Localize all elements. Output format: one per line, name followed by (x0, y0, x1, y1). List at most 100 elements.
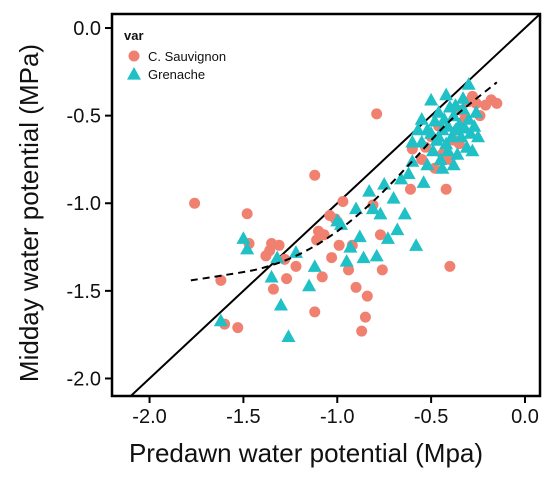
legend-item: Grenache (127, 67, 205, 82)
c-sauvignon-point (491, 97, 503, 109)
legend-label: C. Sauvignon (148, 49, 226, 64)
grenache-point (448, 98, 463, 111)
grenache-point (365, 201, 380, 215)
x-axis: -2.0 -1.5 -1.0 -0.5 0.0 (132, 396, 539, 428)
c-sauvignon-point (267, 283, 279, 295)
grenache-point (302, 278, 317, 292)
c-sauvignon-point (343, 264, 355, 276)
grenache-point (465, 143, 480, 157)
c-sauvignon-point (350, 281, 362, 293)
grenache-point (405, 134, 420, 148)
c-sauvignon-point (281, 273, 293, 285)
c-sauvignon-point (337, 195, 349, 207)
plot-frame (110, 12, 542, 398)
c-sauvignon-point (273, 239, 285, 251)
grenache-point (461, 77, 476, 90)
grenache-point (349, 201, 364, 215)
grenache-point (446, 108, 461, 122)
grenache-point (273, 297, 288, 311)
c-sauvignon-point (440, 183, 452, 195)
y-axis-title: Midday water potential (MPa) (14, 44, 44, 382)
c-sauvignon-point (444, 260, 456, 272)
c-sauvignon-point (470, 97, 482, 109)
grenache-point (454, 129, 469, 143)
c-sauvignon-point (374, 229, 386, 241)
y-tick-label: -1.5 (67, 281, 101, 303)
legend-label: Grenache (148, 67, 205, 82)
grenache-point (386, 190, 401, 204)
grenache-point (439, 87, 454, 101)
y-tick-label: 0.0 (73, 18, 101, 40)
grenache-point (343, 240, 358, 253)
x-tick-label: -2.0 (132, 406, 166, 428)
grenache-point (441, 119, 456, 132)
c-sauvignon-point (356, 325, 368, 337)
triangle-icon (127, 67, 141, 80)
grenache-point (450, 147, 465, 160)
grenache-point (414, 112, 429, 125)
grenache-point (414, 134, 429, 148)
c-sauvignon-point (416, 153, 428, 165)
grenache-point (397, 206, 412, 220)
y-tick-label: -2.0 (67, 368, 101, 390)
x-tick-label: 0.0 (511, 406, 539, 428)
grenache-point (334, 217, 349, 230)
c-sauvignon-point (189, 197, 201, 209)
grenache-point (356, 250, 371, 264)
grenache-point (441, 143, 456, 157)
grenache-point (424, 92, 439, 106)
c-sauvignon-point (359, 311, 371, 323)
grenache-point (369, 248, 384, 262)
grenache-point (213, 313, 228, 327)
data-points (189, 77, 503, 343)
grenache-point (236, 231, 251, 244)
c-sauvignon-point (376, 264, 388, 276)
c-sauvignon-point (290, 260, 302, 272)
x-axis-title: Predawn water potential (Mpa) (129, 438, 483, 468)
grenache-point (461, 112, 476, 125)
grenache-point (467, 119, 482, 132)
grenache-point (431, 129, 446, 143)
c-sauvignon-point (309, 306, 321, 318)
grenache-point (240, 241, 255, 255)
y-tick-label: -1.0 (67, 193, 101, 215)
grenache-point (352, 229, 367, 243)
c-sauvignon-point (371, 108, 383, 120)
x-tick-label: -1.0 (320, 406, 354, 428)
grenache-point (401, 166, 416, 180)
grenache-point (431, 105, 446, 118)
grenache-point (264, 269, 279, 283)
grenache-point (463, 126, 478, 139)
grenache-point (420, 157, 435, 171)
grenache-point (270, 250, 285, 264)
grenache-point (426, 143, 440, 157)
y-axis: 0.0 -0.5 -1.0 -1.5 -2.0 (67, 18, 112, 390)
c-sauvignon-point (215, 274, 227, 286)
grenache-point (373, 206, 388, 220)
c-sauvignon-point (361, 290, 373, 302)
c-sauvignon-point (232, 322, 244, 334)
fitted-trend-curve (190, 81, 498, 282)
legend: var C. Sauvignon Grenache (124, 28, 226, 82)
grenache-point (281, 329, 296, 343)
circle-icon (128, 50, 140, 62)
grenache-point (471, 129, 486, 143)
grenache-point (410, 122, 425, 136)
grenache-point (377, 176, 392, 190)
grenache-point (469, 105, 484, 118)
grenache-point (433, 152, 448, 166)
grenache-point (446, 157, 461, 171)
grenache-point (362, 183, 377, 197)
grenache-point (339, 254, 354, 267)
c-sauvignon-point (316, 271, 328, 283)
c-sauvignon-point (404, 183, 416, 195)
grenache-point (380, 231, 395, 244)
grenache-point (444, 129, 459, 143)
x-tick-label: -1.5 (226, 406, 260, 428)
grenache-point (307, 259, 322, 272)
grenache-point (439, 136, 454, 150)
x-tick-label: -0.5 (414, 406, 448, 428)
c-sauvignon-point (241, 208, 253, 220)
legend-title: var (124, 28, 144, 43)
